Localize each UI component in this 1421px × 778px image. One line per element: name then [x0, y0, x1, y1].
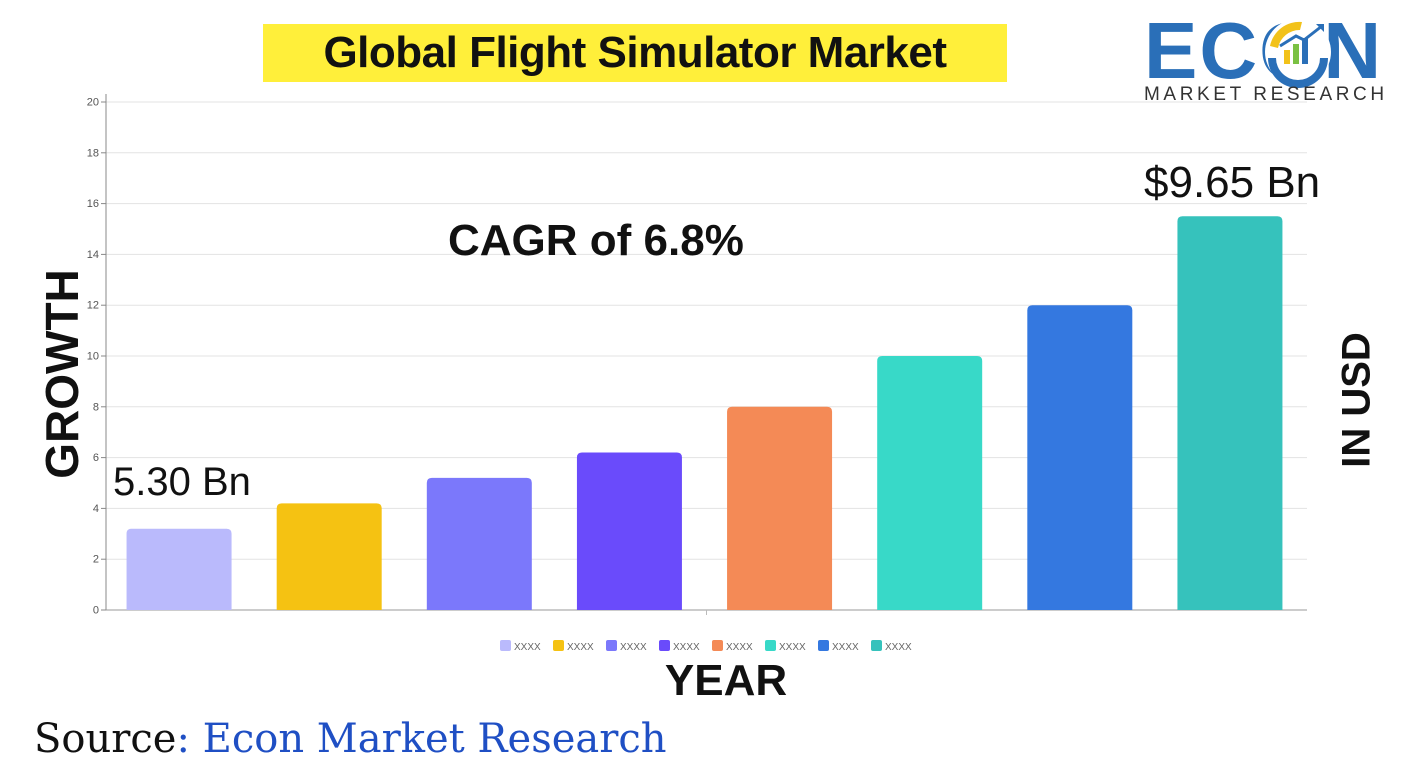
bar-6	[1027, 305, 1133, 610]
y-tick-label-2: 4	[93, 503, 99, 515]
source-prefix: Source	[34, 716, 177, 762]
source-name: : Econ Market Research	[176, 716, 667, 762]
legend-swatch-2	[606, 640, 617, 651]
y-tick-label-4: 8	[93, 401, 99, 413]
logo-wordmark: ECON	[1144, 6, 1384, 95]
y-tick-label-6: 12	[87, 300, 99, 312]
bar-2	[426, 477, 532, 610]
legend-label-6: XXXX	[832, 642, 859, 653]
bar-7	[1177, 216, 1283, 611]
legend-label-4: XXXX	[726, 642, 753, 653]
end-value-annotation: $9.65 Bn	[1144, 158, 1321, 207]
start-value-annotation: 5.30 Bn	[113, 460, 251, 504]
bar-5	[877, 356, 983, 610]
y-tick-label-0: 0	[93, 605, 99, 617]
bar-4	[727, 406, 833, 610]
y-tick-label-5: 10	[87, 351, 99, 363]
y-tick-label-9: 18	[87, 147, 99, 159]
legend-label-5: XXXX	[779, 642, 806, 653]
y-tick-label-8: 16	[87, 198, 99, 210]
bar-0	[126, 528, 232, 610]
y-tick-label-3: 6	[93, 452, 99, 464]
legend-label-3: XXXX	[673, 642, 700, 653]
y-axis-label: GROWTH	[36, 269, 88, 479]
legend: XXXX XXXX XXXX XXXX XXXX XXXX XXXX XXXX	[500, 640, 912, 653]
legend-swatch-4	[712, 640, 723, 651]
legend-swatch-6	[818, 640, 829, 651]
cagr-annotation: CAGR of 6.8%	[448, 216, 744, 265]
y-tick-labels: 0 2 4 6 8 10 12 14 16 18 20	[87, 97, 99, 617]
source-credit: Source: Econ Market Research	[34, 716, 667, 762]
legend-swatch-0	[500, 640, 511, 651]
legend-label-1: XXXX	[567, 642, 594, 653]
legend-swatch-7	[871, 640, 882, 651]
chart-title: Global Flight Simulator Market	[323, 28, 947, 77]
x-axis-label: YEAR	[664, 656, 788, 705]
y-tick-label-10: 20	[87, 97, 99, 109]
legend-swatch-1	[553, 640, 564, 651]
logo-tagline: MARKET RESEARCH	[1144, 84, 1388, 105]
y-axis-unit-label: IN USD	[1334, 332, 1379, 468]
bars	[126, 216, 1283, 611]
econ-logo: ECON MARKET RESEARCH	[1140, 8, 1404, 108]
econ-growth-arrow-icon	[1265, 19, 1331, 88]
bar-1	[276, 503, 382, 610]
y-tick-label-7: 14	[87, 249, 99, 261]
title-highlight: Global Flight Simulator Market	[263, 24, 1007, 82]
legend-label-0: XXXX	[514, 642, 541, 653]
y-tick-label-1: 2	[93, 554, 99, 566]
bar-3	[576, 452, 682, 610]
legend-swatch-5	[765, 640, 776, 651]
legend-label-2: XXXX	[620, 642, 647, 653]
legend-label-7: XXXX	[885, 642, 912, 653]
legend-swatch-3	[659, 640, 670, 651]
